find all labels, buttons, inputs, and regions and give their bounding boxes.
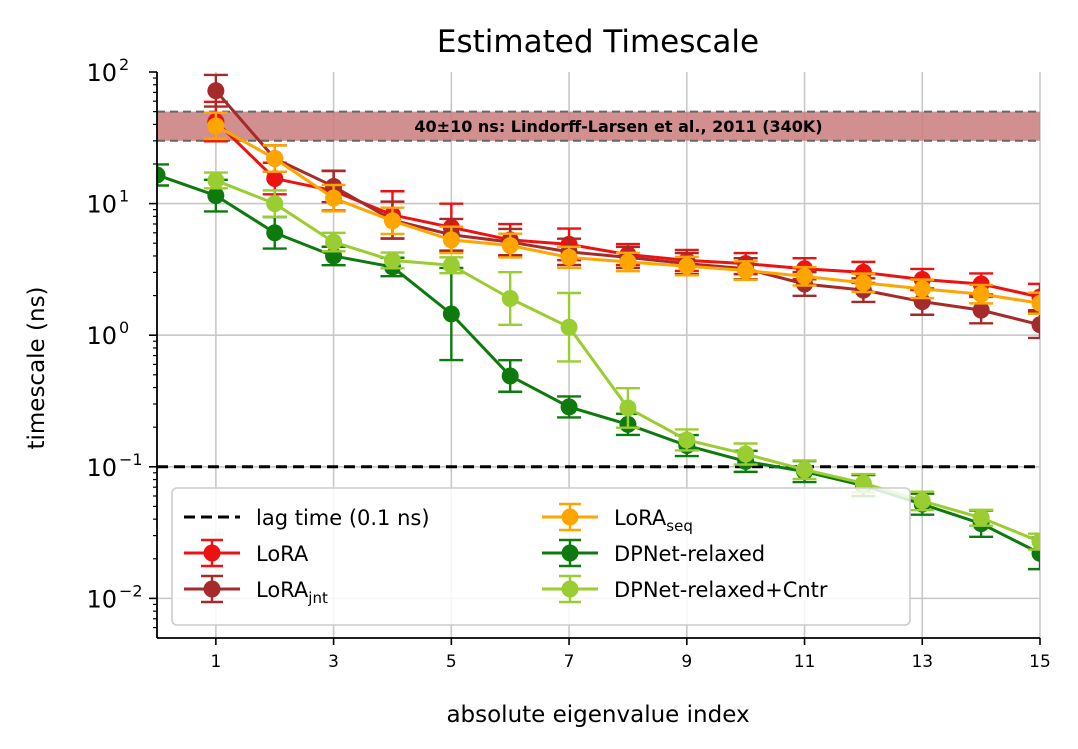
legend-marker-swatch xyxy=(561,544,579,562)
data-point xyxy=(737,445,755,463)
legend-entry: DPNet-relaxed+Cntr xyxy=(542,574,828,604)
data-point xyxy=(1031,533,1040,551)
data-point xyxy=(1031,294,1040,312)
legend-label-subscript: jnt xyxy=(307,589,328,607)
legend-label-subscript: seq xyxy=(666,517,693,535)
x-tick-label: 3 xyxy=(328,652,339,672)
data-point xyxy=(913,492,931,510)
y-tick-label: 10 xyxy=(86,454,117,482)
data-point xyxy=(1031,316,1040,334)
data-point xyxy=(678,431,696,449)
chart-title: Estimated Timescale xyxy=(437,24,759,60)
data-point xyxy=(266,170,284,188)
x-tick-label: 1 xyxy=(210,652,221,672)
data-point xyxy=(442,231,460,249)
y-tick-exponent: 1 xyxy=(119,187,129,206)
data-point xyxy=(972,509,990,527)
x-tick-label: 9 xyxy=(681,652,692,672)
data-point xyxy=(619,399,637,417)
data-point xyxy=(207,187,225,205)
data-point xyxy=(796,267,814,285)
x-tick-label: 7 xyxy=(564,652,575,672)
data-point xyxy=(678,257,696,275)
data-point xyxy=(972,301,990,319)
data-point xyxy=(266,150,284,168)
data-point xyxy=(442,256,460,274)
plot-area: 40±10 ns: Lindorff-Larsen et al., 2011 (… xyxy=(86,55,1051,672)
data-point xyxy=(383,251,401,269)
reference-band xyxy=(157,111,1040,141)
data-point xyxy=(501,290,519,308)
y-axis-label: timescale (ns) xyxy=(24,286,50,449)
data-point xyxy=(325,233,343,251)
data-point xyxy=(383,212,401,230)
data-point xyxy=(207,117,225,135)
y-tick-label: 10 xyxy=(86,59,117,87)
data-point xyxy=(207,171,225,189)
legend-entry: lag time (0.1 ns) xyxy=(184,506,430,530)
data-point xyxy=(266,224,284,242)
legend-entry: LoRA xyxy=(184,538,309,568)
data-point xyxy=(442,305,460,323)
data-point xyxy=(796,461,814,479)
series-lora_seq xyxy=(203,111,1040,315)
data-point xyxy=(560,248,578,266)
y-tick-exponent: −1 xyxy=(119,450,143,469)
y-tick-label: 10 xyxy=(86,322,117,350)
data-point xyxy=(157,166,166,184)
y-tick-label: 10 xyxy=(86,585,117,613)
data-point xyxy=(737,262,755,280)
legend-label: DPNet-relaxed xyxy=(614,542,765,566)
legend: lag time (0.1 ns)LoRALoRAjntLoRAseqDPNet… xyxy=(171,487,911,626)
data-point xyxy=(207,82,225,100)
y-tick-exponent: 0 xyxy=(119,318,129,337)
legend-marker-swatch xyxy=(561,508,579,526)
reference-band-label: 40±10 ns: Lindorff-Larsen et al., 2011 (… xyxy=(414,117,822,136)
legend-label: LoRA xyxy=(256,542,309,566)
data-point xyxy=(972,285,990,303)
data-point xyxy=(913,280,931,298)
x-axis-label: absolute eigenvalue index xyxy=(446,702,749,728)
data-point xyxy=(560,318,578,336)
data-point xyxy=(325,189,343,207)
legend-marker-swatch xyxy=(561,580,579,598)
y-tick-exponent: 2 xyxy=(119,55,129,74)
legend-box xyxy=(171,487,911,626)
legend-marker-swatch xyxy=(203,580,221,598)
x-tick-label: 5 xyxy=(446,652,457,672)
x-tick-label: 13 xyxy=(911,652,933,672)
data-point xyxy=(560,398,578,416)
data-point xyxy=(501,367,519,385)
y-tick-label: 10 xyxy=(86,191,117,219)
data-point xyxy=(854,274,872,292)
legend-label: lag time (0.1 ns) xyxy=(256,506,430,530)
x-tick-label: 11 xyxy=(794,652,816,672)
x-tick-label: 15 xyxy=(1029,652,1051,672)
legend-entry: DPNet-relaxed xyxy=(542,538,765,568)
legend-marker-swatch xyxy=(203,544,221,562)
legend-label: DPNet-relaxed+Cntr xyxy=(614,578,828,602)
y-tick-exponent: −2 xyxy=(119,581,143,600)
data-point xyxy=(266,195,284,213)
data-point xyxy=(501,237,519,255)
data-point xyxy=(619,253,637,271)
